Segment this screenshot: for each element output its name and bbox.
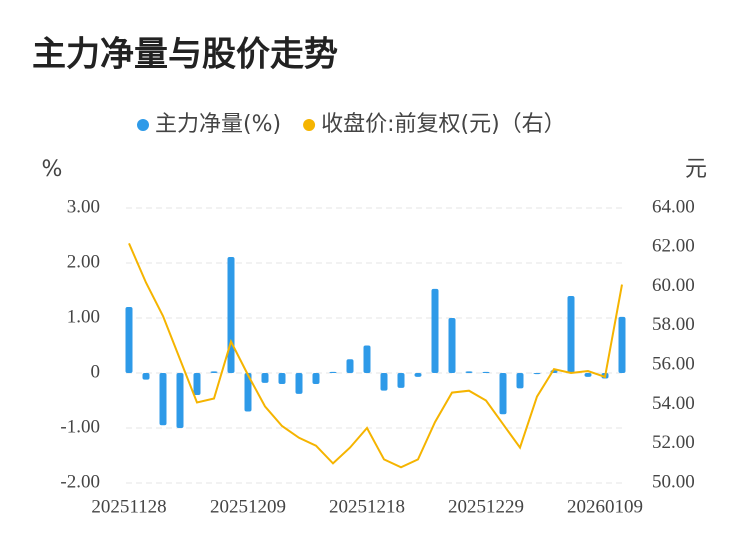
y-tick-label: 2.00	[67, 251, 100, 272]
bar	[193, 373, 201, 395]
x-tick-label: 20260109	[567, 496, 643, 517]
bar	[278, 373, 286, 384]
bar	[584, 373, 592, 377]
x-tick-label: 20251128	[91, 496, 166, 517]
bar	[312, 373, 320, 384]
bar	[499, 373, 507, 415]
legend-label: 收盘价:前复权(元)（右）	[321, 112, 566, 137]
bar	[482, 371, 490, 373]
bar	[516, 373, 524, 389]
legend-label: 主力净量(%)	[155, 112, 281, 137]
x-tick-label: 20251229	[448, 496, 524, 517]
y2-tick-label: 64.00	[652, 196, 695, 217]
bar	[397, 373, 405, 388]
legend-marker	[137, 119, 149, 131]
y2-tick-label: 60.00	[652, 275, 695, 296]
legend-marker	[303, 119, 316, 131]
y2-tick-label: 56.00	[652, 354, 695, 375]
y-tick-label: 1.00	[67, 306, 100, 327]
bar	[363, 345, 371, 373]
bar	[533, 373, 541, 375]
bar	[465, 371, 473, 373]
bar	[346, 359, 354, 373]
bar	[176, 373, 184, 428]
bar	[380, 373, 388, 391]
price-line	[128, 243, 623, 469]
y2-axis-unit: 元	[685, 157, 707, 182]
bar	[414, 373, 422, 377]
y-tick-label: -2.00	[60, 471, 100, 492]
bar	[295, 373, 303, 394]
bar	[159, 373, 167, 426]
bar	[244, 373, 252, 412]
bar	[142, 373, 150, 380]
bar	[261, 373, 269, 383]
y2-tick-label: 58.00	[652, 314, 695, 335]
bar	[210, 371, 218, 373]
y2-tick-label: 62.00	[652, 236, 695, 257]
x-tick-label: 20251218	[329, 496, 405, 517]
chart-title: 主力净量与股价走势	[32, 35, 338, 75]
bar	[431, 288, 439, 373]
y-tick-label: -1.00	[60, 416, 100, 437]
bar	[125, 307, 133, 373]
y-tick-label: 3.00	[67, 196, 100, 217]
bar	[329, 371, 337, 373]
bar	[448, 318, 456, 373]
y2-tick-label: 52.00	[652, 432, 695, 453]
y2-tick-label: 54.00	[652, 393, 695, 414]
bar	[227, 256, 235, 373]
x-tick-label: 20251209	[210, 496, 286, 517]
y2-tick-label: 50.00	[652, 471, 695, 492]
y-tick-label: 0	[91, 361, 101, 382]
y-axis-unit: %	[42, 157, 63, 182]
bar	[567, 296, 575, 373]
bar	[618, 316, 626, 373]
